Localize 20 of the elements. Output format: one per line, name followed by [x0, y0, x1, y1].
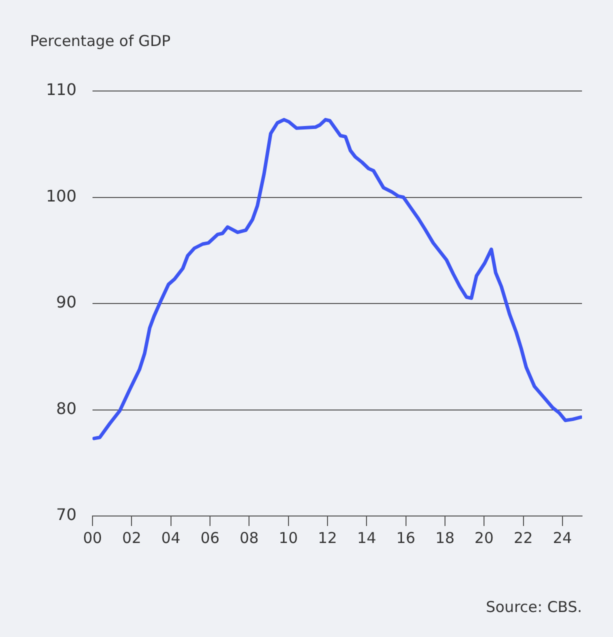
x-tick-label: 06	[200, 528, 220, 547]
y-tick-label: 70	[56, 505, 77, 524]
source-note: Source: CBS.	[486, 598, 582, 616]
x-tick-label: 16	[396, 528, 416, 547]
x-tick-label: 20	[474, 528, 494, 547]
chart-title: Percentage of GDP	[30, 32, 171, 50]
x-tick-label: 02	[122, 528, 142, 547]
x-tick-label: 12	[318, 528, 338, 547]
y-tick-label: 110	[46, 80, 77, 100]
x-tick-label: 08	[240, 528, 259, 547]
x-tick-label: 22	[514, 528, 533, 547]
y-tick-label: 90	[56, 292, 77, 312]
y-tick-label: 100	[46, 186, 77, 206]
x-tick-label: 04	[161, 528, 180, 547]
x-tick-label: 24	[552, 528, 572, 547]
x-tick-label: 18	[435, 528, 454, 547]
x-tick-label: 00	[82, 528, 102, 547]
x-tick-label: 14	[357, 528, 376, 547]
y-tick-label: 80	[56, 398, 77, 418]
x-tick-label: 10	[278, 528, 298, 547]
